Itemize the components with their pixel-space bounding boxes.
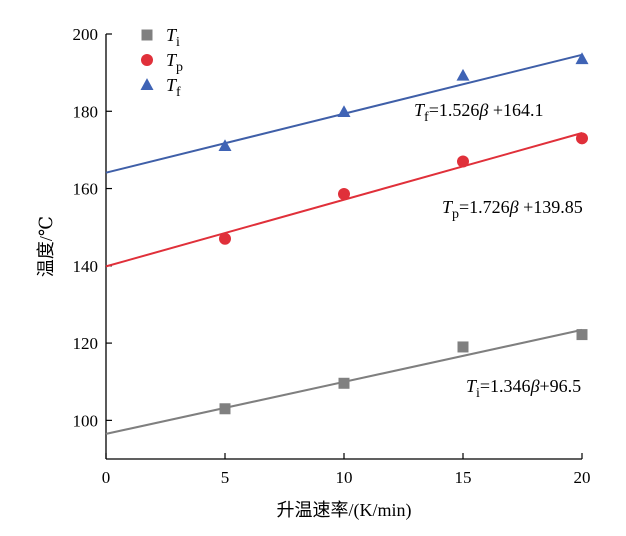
fit-equation-tf: Tf=1.526β +164.1: [414, 100, 543, 125]
legend-subscript: i: [176, 35, 180, 50]
equations: Ti=1.346β+96.5Tp=1.726β +139.85Tf=1.526β…: [414, 100, 583, 401]
legend-label-tf: Tf: [166, 75, 181, 100]
point-tp: [576, 132, 588, 145]
point-tp: [338, 187, 350, 200]
y-tick-label: 140: [73, 257, 99, 276]
equation-beta: β: [530, 376, 540, 396]
point-ti: [576, 329, 588, 341]
x-tick-label: 10: [336, 468, 353, 487]
legend-label-tp: Tp: [166, 50, 183, 75]
point-ti: [457, 341, 469, 353]
x-tick-label: 5: [221, 468, 230, 487]
equation-tail: +96.5: [540, 376, 582, 396]
equation-sub: f: [424, 110, 429, 125]
point-tf: [456, 68, 470, 81]
legend-symbol: T: [166, 50, 178, 70]
legend-label-ti: Ti: [166, 25, 180, 50]
x-tick-label: 15: [455, 468, 472, 487]
point-tp: [457, 155, 469, 168]
fit-equation-tp: Tp=1.726β +139.85: [442, 197, 583, 222]
y-tick-label: 180: [73, 102, 99, 121]
y-axis-title: 温度/℃: [36, 216, 56, 277]
legend-marker-tf: [140, 78, 154, 90]
x-tick-label: 20: [574, 468, 591, 487]
equation-rest: =1.526: [429, 100, 480, 120]
equation-tail: +139.85: [519, 197, 583, 217]
y-tick-label: 200: [73, 25, 99, 44]
point-tf: [218, 139, 232, 151]
equation-tail: +164.1: [488, 100, 543, 120]
point-tp: [219, 232, 231, 245]
y-tick-label: 160: [73, 180, 99, 199]
point-tf: [337, 105, 351, 117]
equation-main: T: [414, 100, 426, 120]
x-axis-title: 升温速率/(K/min): [277, 500, 412, 521]
axes: 100 120 140 160 180 200 0 5 10 15 20: [73, 25, 591, 487]
x-tick-label: 0: [102, 468, 111, 487]
legend-subscript: p: [176, 60, 183, 75]
point-tf: [575, 52, 589, 65]
y-tick-label: 100: [73, 411, 99, 430]
equation-sub: i: [476, 386, 480, 401]
legend-symbol: T: [166, 25, 178, 45]
fit-equation-ti: Ti=1.346β+96.5: [466, 376, 581, 401]
equation-rest: =1.346: [480, 376, 531, 396]
equation-main: T: [466, 376, 478, 396]
legend-subscript: f: [176, 85, 181, 100]
legend-marker-tp: [141, 54, 153, 66]
legend-marker-ti: [141, 29, 153, 41]
legend-symbol: T: [166, 75, 178, 95]
point-ti: [338, 377, 350, 389]
point-ti: [219, 403, 231, 415]
equation-sub: p: [452, 207, 459, 222]
y-tick-label: 120: [73, 334, 99, 353]
equation-beta: β: [509, 197, 519, 217]
equation-rest: =1.726: [459, 197, 510, 217]
equation-beta: β: [478, 100, 488, 120]
data-points: [218, 52, 589, 415]
equation-main: T: [442, 197, 454, 217]
